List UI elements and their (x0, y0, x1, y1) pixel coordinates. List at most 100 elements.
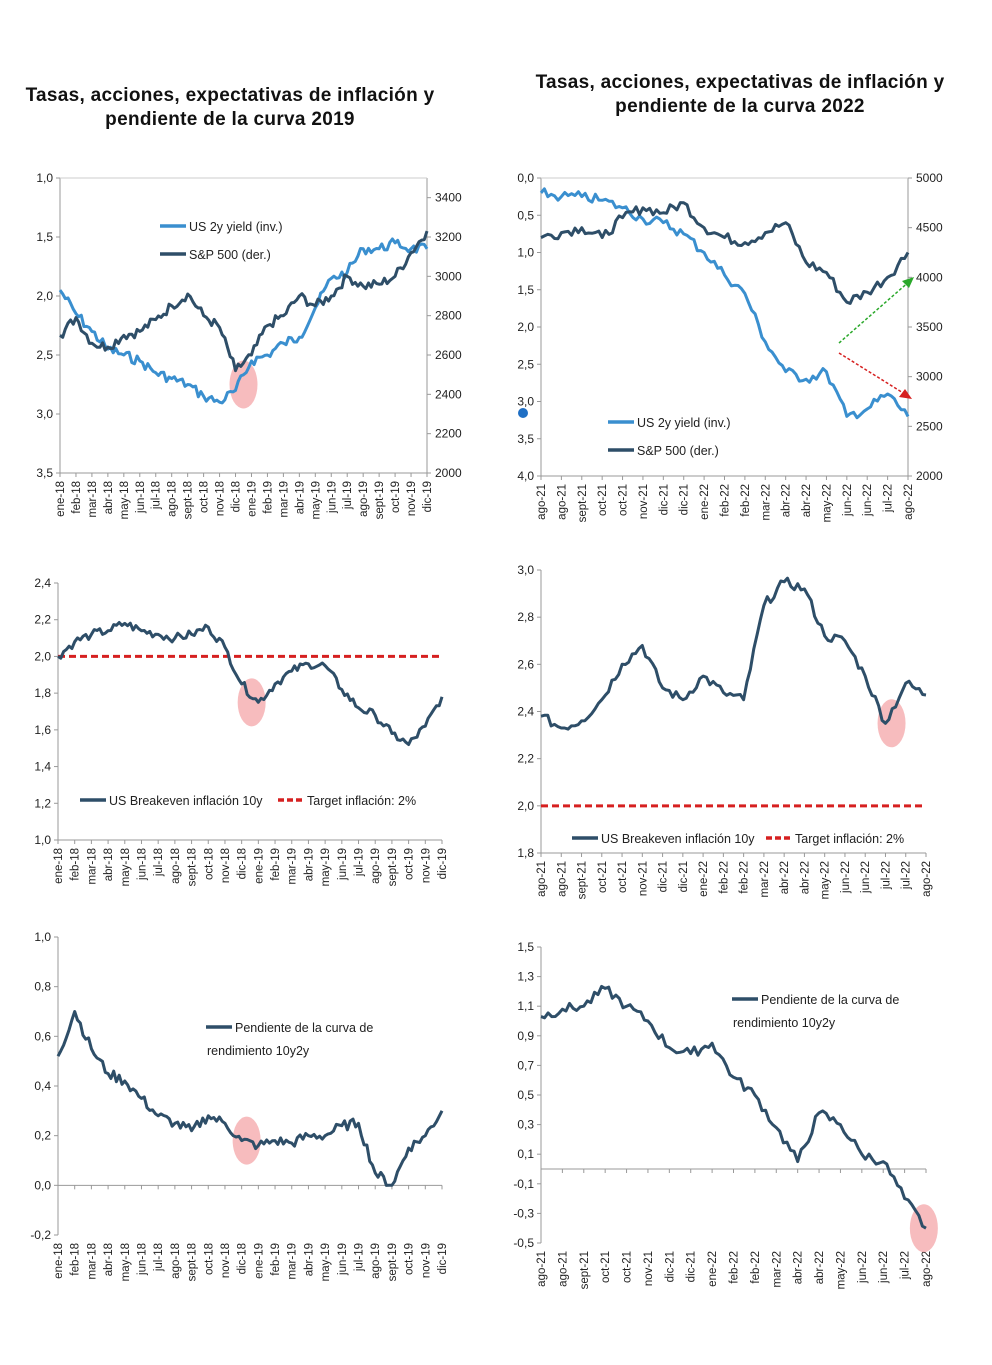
x-tick-label: dic-21 (686, 1251, 698, 1282)
x-tick-label: feb-19 (262, 481, 274, 514)
x-tick-label: oct-19 (404, 848, 416, 880)
x-tick-label: may-18 (120, 848, 132, 886)
x-tick-label: mar-18 (86, 1243, 98, 1279)
x-tick-label: ene-19 (253, 848, 265, 884)
x-tick-label: jun-22 (878, 1251, 890, 1284)
y-tick-label: -0,3 (513, 1206, 534, 1220)
x-tick-label: oct-21 (617, 861, 629, 893)
x-tick-label: ago-18 (170, 848, 182, 884)
y-tick-label: 1,1 (517, 999, 534, 1013)
x-tick-label: oct-18 (203, 1243, 215, 1275)
x-tick-label: mar-22 (760, 484, 772, 520)
x-tick-label: feb-22 (718, 861, 730, 894)
y-tick-label: 2,0 (517, 320, 534, 334)
x-tick-label: jun-22 (840, 861, 852, 894)
y-tick-label: 1,5 (517, 940, 534, 954)
x-tick-label: nov-19 (420, 848, 432, 883)
y-right-tick-label: 4000 (916, 270, 943, 284)
x-tick-label: ene-18 (53, 1243, 65, 1279)
y-tick-label: 0,1 (517, 1147, 534, 1161)
x-tick-label: dic-19 (437, 1243, 449, 1274)
series-line-1 (540, 576, 927, 731)
x-tick-label: sept-19 (387, 1243, 399, 1281)
x-tick-label: jul-19 (342, 481, 354, 510)
series-line-1 (57, 621, 444, 746)
x-tick-label: oct-18 (203, 848, 215, 880)
x-tick-label: may-22 (821, 484, 833, 522)
series-line-1 (58, 237, 429, 405)
x-tick-label: ene-22 (707, 1251, 719, 1287)
x-tick-label: feb-19 (270, 1243, 282, 1276)
y-tick-label: 0,0 (517, 171, 534, 185)
y-tick-label: 1,8 (34, 686, 51, 700)
x-tick-label: may-19 (320, 848, 332, 886)
x-tick-label: feb-19 (270, 848, 282, 881)
legend-label-line-2: rendimiento 10y2y (733, 1016, 836, 1030)
y-tick-label: 0,8 (34, 980, 51, 994)
x-tick-label: ago-21 (557, 1251, 569, 1287)
x-tick-label: ene-22 (699, 484, 711, 520)
x-tick-label: ago-21 (556, 484, 568, 520)
series-line-1 (56, 1010, 444, 1187)
x-tick-label: ago-21 (536, 484, 548, 520)
x-tick-label: jul-22 (900, 1251, 912, 1280)
x-tick-label: nov-21 (638, 484, 650, 519)
x-tick-label: abr-22 (799, 861, 811, 894)
y-tick-label: 3,5 (36, 466, 53, 480)
x-tick-label: nov-21 (637, 861, 649, 896)
highlight-ellipse (229, 360, 258, 409)
y-tick-label: 2,8 (517, 610, 534, 624)
x-tick-label: jun-22 (862, 484, 874, 517)
x-tick-label: feb-18 (70, 1243, 82, 1276)
x-tick-label: jun-19 (337, 1243, 349, 1276)
x-tick-label: jul-18 (153, 1243, 165, 1272)
chart-rates-stocks-2022: 0,0 0,5 1,0 1,5 2,0 2,5 3,0 3,5 4,0 2000 2500 3000 3… (517, 171, 943, 522)
x-tick-label: dic-19 (422, 481, 434, 512)
chart-rates-stocks-2019: 1,0 1,5 2,0 2,5 3,0 3,5 2000 2200 2400 2600 2800 30… (36, 171, 462, 519)
x-tick-label: nov-19 (406, 481, 418, 516)
y-tick-label: 2,5 (517, 357, 534, 371)
x-tick-label: ene-22 (698, 861, 710, 897)
y-tick-label: 2,0 (36, 289, 53, 303)
x-tick-label: ene-18 (53, 848, 65, 884)
y-right-tick-label: 3000 (435, 269, 462, 283)
x-tick-label: ago-21 (536, 861, 548, 897)
trend-arrow-down-head (899, 389, 912, 399)
chart-curve-slope-2022: -0,5 -0,3 -0,1 0,1 0,3 0,5 0,7 0,9 1,1 1,3 1,5 ago-… (513, 940, 938, 1289)
x-tick-label: mar-19 (287, 848, 299, 884)
y-tick-label: 1,2 (34, 796, 51, 810)
x-tick-label: jul-18 (153, 848, 165, 877)
x-tick-label: jun-19 (326, 481, 338, 514)
y-tick-label: 0,7 (517, 1058, 534, 1072)
x-tick-label: jun-22 (857, 1251, 869, 1284)
x-tick-label: jun-18 (136, 848, 148, 881)
y-tick-label: 3,0 (36, 407, 53, 421)
x-tick-label: ago-21 (536, 1251, 548, 1287)
series-line-2 (540, 201, 910, 305)
y-tick-label: 1,0 (517, 246, 534, 260)
highlight-ellipse (877, 699, 906, 748)
x-tick-label: dic-19 (437, 848, 449, 879)
y-tick-label: 1,4 (34, 760, 51, 774)
x-tick-label: may-22 (820, 861, 832, 899)
legend-label: Target inflación: 2% (795, 832, 904, 846)
y-tick-label: 0,0 (34, 1178, 51, 1192)
x-tick-label: abr-18 (103, 481, 115, 514)
x-tick-label: jul-22 (901, 861, 913, 890)
y-tick-label: 1,6 (34, 723, 51, 737)
x-tick-label: sept-21 (577, 861, 589, 899)
x-tick-label: dic-21 (679, 484, 691, 515)
x-tick-label: abr-22 (793, 1251, 805, 1284)
x-tick-label: oct-21 (618, 484, 630, 516)
x-tick-label: ago-19 (370, 848, 382, 884)
x-tick-label: jul-19 (354, 1243, 366, 1272)
y-right-tick-label: 4500 (916, 221, 943, 235)
x-tick-label: jun-22 (842, 484, 854, 517)
x-tick-label: feb-22 (729, 1251, 741, 1284)
x-tick-label: sept-21 (577, 484, 589, 522)
x-tick-label: jun-19 (337, 848, 349, 881)
x-tick-label: jun-22 (860, 861, 872, 894)
highlight-ellipse (237, 678, 266, 727)
x-tick-label: dic-21 (658, 484, 670, 515)
y-tick-label: 2,0 (517, 799, 534, 813)
